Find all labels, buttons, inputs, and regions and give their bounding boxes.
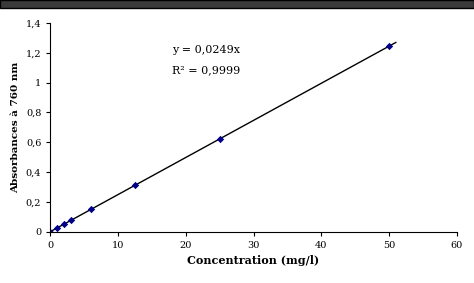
Y-axis label: Absorbances à 760 nm: Absorbances à 760 nm: [11, 62, 20, 193]
Text: y = 0,0249x: y = 0,0249x: [172, 46, 240, 55]
Point: [87, 207, 95, 212]
Point: [53, 226, 61, 230]
Point: [67, 218, 74, 223]
Point: [216, 137, 223, 141]
Point: [60, 222, 68, 226]
Point: [385, 44, 393, 48]
Text: R² = 0,9999: R² = 0,9999: [172, 65, 240, 75]
X-axis label: Concentration (mg/l): Concentration (mg/l): [188, 255, 319, 266]
Point: [46, 230, 54, 234]
Point: [131, 183, 139, 188]
